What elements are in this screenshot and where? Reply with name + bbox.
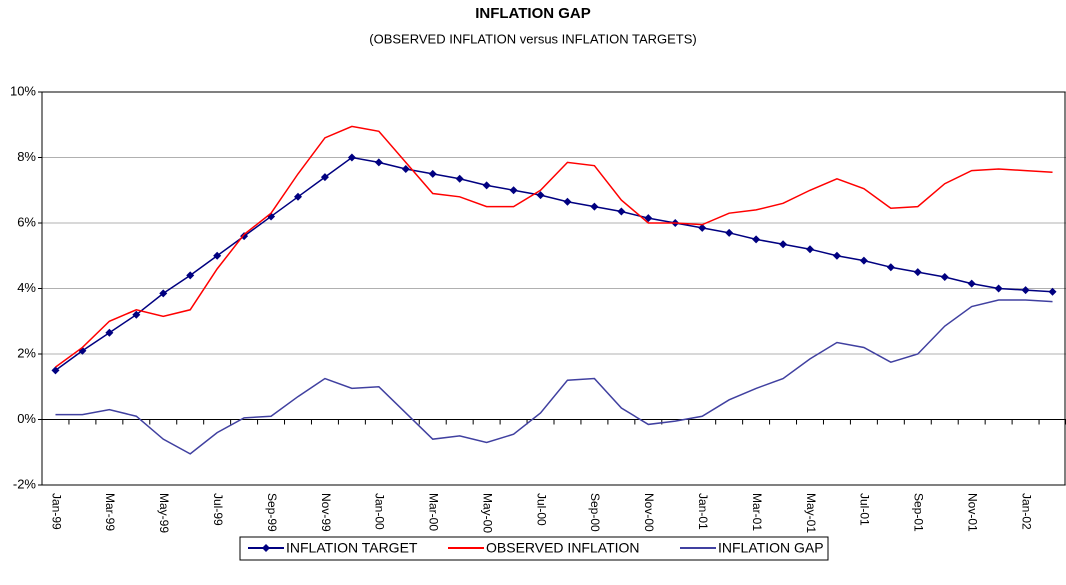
x-tick-label: Jan-99	[49, 493, 63, 530]
point-marker	[347, 153, 356, 162]
legend-label: INFLATION TARGET	[286, 540, 418, 556]
y-tick-label: 4%	[17, 280, 36, 295]
x-tick-label: May-00	[480, 493, 494, 533]
x-tick-label: Nov-01	[966, 493, 980, 532]
x-tick-label: Sep-00	[588, 493, 602, 532]
x-tick-label: Jul-01	[858, 493, 872, 526]
x-tick-label: May-01	[804, 493, 818, 533]
point-marker	[213, 251, 222, 260]
chart-subtitle: (OBSERVED INFLATION versus INFLATION TAR…	[369, 31, 696, 46]
legend-key-marker	[262, 544, 270, 552]
point-marker	[940, 273, 949, 282]
point-marker	[725, 228, 734, 237]
legend-box	[239, 536, 829, 561]
point-marker	[644, 214, 653, 223]
legend-label: OBSERVED INFLATION	[486, 540, 640, 556]
plot-border	[41, 91, 1066, 486]
x-tick-label: Jul-00	[534, 493, 548, 526]
legend-label: INFLATION GAP	[718, 540, 824, 556]
x-tick-label: Jan-01	[696, 493, 710, 530]
x-tick-label: Jan-02	[1019, 493, 1033, 530]
x-tick-label: Nov-00	[642, 493, 656, 532]
point-marker	[590, 202, 599, 211]
point-marker	[159, 289, 168, 298]
series-line	[55, 125, 1053, 368]
series-line	[55, 299, 1053, 455]
x-tick-label: Mar-00	[427, 493, 441, 531]
y-tick-label: 0%	[17, 411, 36, 426]
point-marker	[967, 279, 976, 288]
point-marker	[832, 251, 841, 260]
point-marker	[186, 271, 195, 280]
point-marker	[105, 328, 114, 337]
point-marker	[752, 235, 761, 244]
x-tick-label: Mar-99	[103, 493, 117, 531]
x-tick-label: Sep-99	[265, 493, 279, 532]
point-marker	[455, 174, 464, 183]
point-marker	[482, 181, 491, 190]
point-marker	[509, 186, 518, 195]
point-marker	[779, 240, 788, 249]
point-marker	[563, 197, 572, 206]
point-marker	[1021, 286, 1030, 295]
point-marker	[617, 207, 626, 216]
point-marker	[320, 173, 329, 182]
chart-title: INFLATION GAP	[475, 5, 591, 22]
x-tick-label: Mar-01	[750, 493, 764, 531]
y-tick-label: 2%	[17, 345, 36, 360]
x-tick-label: Jan-00	[373, 493, 387, 530]
series-line	[55, 156, 1053, 371]
y-tick-label: 6%	[17, 214, 36, 229]
point-marker	[806, 245, 814, 254]
y-tick-label: 10%	[10, 83, 36, 98]
point-marker	[859, 256, 868, 265]
point-marker	[294, 192, 302, 201]
point-marker	[1048, 287, 1057, 296]
point-marker	[698, 223, 707, 232]
point-marker	[428, 169, 437, 178]
point-marker	[374, 158, 383, 167]
point-marker	[913, 268, 922, 277]
point-marker	[401, 164, 410, 173]
point-marker	[132, 310, 141, 319]
x-tick-label: Sep-01	[912, 493, 926, 532]
x-tick-label: May-99	[157, 493, 171, 533]
point-marker	[994, 284, 1003, 293]
y-tick-label: 8%	[17, 149, 36, 164]
y-tick-label: -2%	[13, 476, 37, 491]
point-marker	[536, 191, 545, 200]
point-marker	[886, 263, 895, 272]
x-tick-label: Nov-99	[319, 493, 333, 532]
x-tick-label: Jul-99	[211, 493, 225, 526]
point-marker	[51, 366, 60, 375]
